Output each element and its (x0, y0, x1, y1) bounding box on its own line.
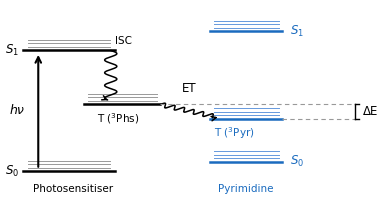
Text: Photosensitiser: Photosensitiser (33, 184, 113, 194)
Text: $S_1$: $S_1$ (290, 24, 304, 39)
Text: T ($^3$Phs): T ($^3$Phs) (97, 111, 140, 126)
Text: $S_0$: $S_0$ (290, 154, 304, 169)
Text: $S_0$: $S_0$ (5, 164, 19, 179)
Text: ΔE: ΔE (363, 105, 379, 118)
Text: Pyrimidine: Pyrimidine (218, 184, 274, 194)
Text: $S_1$: $S_1$ (5, 43, 19, 58)
Text: ISC: ISC (114, 36, 132, 46)
Text: T ($^3$Pyr): T ($^3$Pyr) (214, 125, 254, 141)
Text: hν: hν (10, 104, 25, 117)
Text: ET: ET (181, 82, 196, 95)
